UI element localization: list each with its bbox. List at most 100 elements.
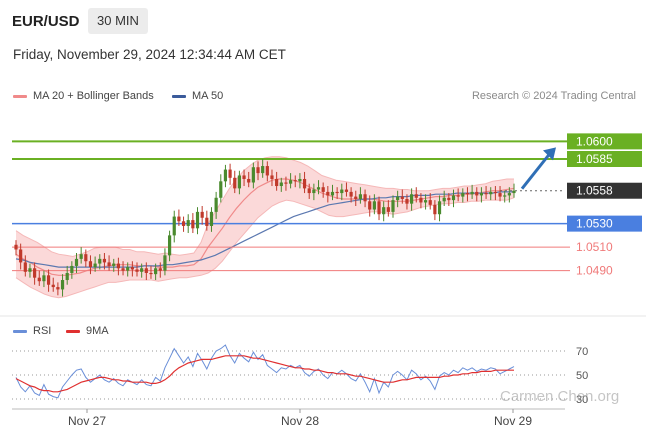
candle-body [330,191,335,196]
candle-body [391,200,395,212]
candle-body [512,190,516,194]
x-axis-label: Nov 28 [281,414,319,428]
candle-body [321,187,325,192]
level-box-1.0585 [567,151,642,167]
bollinger-lower-line [15,197,515,299]
candle-body [368,201,372,210]
rsi-tick-label: 70 [576,346,588,358]
candle-body [396,196,400,201]
candle-body [284,182,288,184]
candle-body [279,182,283,187]
candle-body [349,191,353,197]
candle-body [167,235,172,256]
legend-ma50: MA 50 [172,90,223,102]
candle-body [503,195,507,197]
candle-body [358,194,363,199]
level-label-1.0558: 1.0558 [576,184,613,198]
candle-body [79,254,83,259]
candle-body [442,197,446,202]
candle-body [130,267,134,270]
candle-body [265,166,269,176]
candle-body [298,178,302,182]
candle-body [400,196,404,199]
level-box-1.0600 [567,133,642,150]
legend-rsi-ma: 9MA [66,325,109,337]
candle-body [237,175,242,189]
candle-body [428,200,432,205]
candle-body [228,169,232,178]
candle-body [377,201,381,215]
candle-body [270,175,274,179]
candle-body [419,197,423,203]
candle-body [410,194,414,204]
candle-body [386,207,390,212]
candle-body [65,272,69,281]
candle-body [200,211,204,218]
candle-body [140,268,144,272]
candle-body [205,217,209,226]
candle-body [507,193,511,196]
candle-body [414,194,418,198]
candle-body [242,175,246,179]
x-axis-label: Nov 29 [494,414,532,428]
candle-body [60,280,65,290]
candle-body [154,268,158,275]
candle-body [121,268,125,271]
level-label-1.0600: 1.0600 [576,134,613,148]
level-label-1.0530: 1.0530 [576,217,613,231]
candle-body [116,263,120,269]
candle-body [233,177,237,189]
candle-body [28,268,32,272]
candle-body [335,191,339,194]
candle-body [37,277,41,282]
legend-rsi-label: RSI [33,325,52,337]
candle-body [275,178,279,187]
candle-body [112,263,116,266]
candle-body [181,221,186,226]
ma50-swatch [172,94,186,98]
candle-body [484,193,488,195]
candle-body [56,287,60,290]
candle-body [340,189,344,194]
candle-body [302,178,307,189]
candle-body [363,194,367,202]
x-axis-label: Nov 27 [68,414,106,428]
candle-body [51,284,55,288]
candle-body [344,189,349,192]
candle-body [191,220,195,229]
rsi-ma-swatch [66,329,80,333]
level-label-1.0510: 1.0510 [576,240,613,254]
candle-body [223,169,228,182]
rsi-tick-label: 50 [576,370,588,382]
candle-body [158,268,162,271]
candle-body [126,267,130,271]
legend-rsi: RSI [13,325,51,337]
candle-body [437,201,442,215]
legend-bollinger-label: MA 20 + Bollinger Bands [33,90,154,102]
candle-body [177,216,181,222]
candle-body [493,191,497,194]
candle-body [84,254,88,262]
candle-body [33,268,37,278]
candle-body [251,167,255,183]
candle-body [498,193,502,197]
candle-body [88,261,93,268]
candle-body [372,201,376,210]
chart-header: EUR/USD 30 MIN [0,0,646,40]
copyright-text: Research © 2024 Trading Central [471,90,636,102]
candle-body [247,178,251,183]
legend-rsi-ma-label: 9MA [86,325,109,337]
candle-body [382,207,386,215]
rsi-line [15,344,515,399]
candle-body [46,275,51,285]
ma50-line [15,191,514,268]
candle-body [447,197,451,201]
forecast-arrow-head [543,147,556,161]
rsi-ma-line [15,355,514,393]
forecast-arrow-shaft [520,152,552,190]
candle-body [42,275,46,282]
candle-body [144,268,148,273]
candle-body [479,193,484,196]
interval-badge[interactable]: 30 MIN [88,8,148,34]
